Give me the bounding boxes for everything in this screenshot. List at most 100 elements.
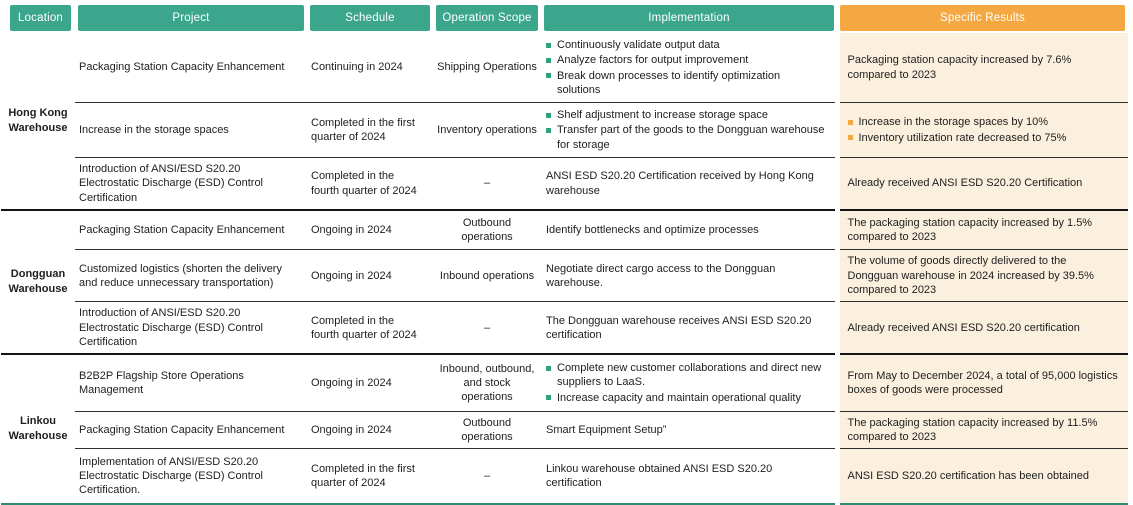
bullet-text: Shelf adjustment to increase storage spa…	[557, 109, 768, 122]
implementation-cell: Smart Equipment Setup”	[541, 410, 837, 449]
project-cell: B2B2P Flagship Store Operations Manageme…	[75, 353, 307, 412]
column-header-schedule: Schedule	[310, 5, 430, 31]
operation-scope-cell: Outbound operations	[433, 208, 541, 250]
implementation-cell: ANSI ESD S20.20 Certification received b…	[541, 157, 837, 210]
operation-scope-cell: –	[433, 301, 541, 355]
cell-text: Linkou warehouse obtained ANSI ESD S20.2…	[546, 462, 773, 490]
implementation-cell: Identify bottlenecks and optimize proces…	[541, 208, 837, 250]
cell-text: Negotiate direct cargo access to the Don…	[546, 262, 776, 289]
specific-results-cell: Increase in the storage spaces by 10% Inv…	[834, 102, 1128, 158]
table-row: Hong Kong Warehouse Packaging Station Cap…	[1, 33, 1128, 134]
specific-results-cell: Packaging station capacity increased by …	[834, 33, 1128, 103]
bullet-square-icon	[546, 112, 551, 118]
operation-scope-cell: Inbound, outbound, and stock operations	[433, 353, 541, 412]
specific-results-cell: The packaging station capacity increased…	[834, 208, 1128, 250]
bullet-square-icon	[546, 365, 551, 371]
bullet-text: Inventory utilization rate decreased to …	[858, 131, 1067, 144]
bullet-square-icon	[546, 57, 551, 63]
implementation-cell: Complete new customer collaborations and…	[541, 353, 837, 412]
project-cell: Implementation of ANSI/ESD S20.20 Electr…	[75, 448, 307, 504]
location-cell: Hong Kong Warehouse	[8, 107, 68, 134]
schedule-cell: Ongoing in 2024	[307, 249, 433, 302]
bullet-item: Analyze factors for output improvement	[546, 53, 827, 67]
cell-text: Identify bottlenecks and optimize proces…	[546, 224, 759, 237]
bullet-item: Break down processes to identify optimiz…	[546, 69, 827, 98]
project-cell: Packaging Station Capacity Enhancement	[79, 61, 285, 74]
bullet-text: Transfer part of the goods to the Donggu…	[557, 124, 825, 151]
bullet-square-icon	[546, 73, 551, 79]
bullet-item: Inventory utilization rate decreased to …	[847, 131, 1119, 145]
location-cell: Dongguan Warehouse	[1, 208, 75, 355]
warehouse-operations-table: Location Project Schedule Operation Scop…	[1, 5, 1128, 505]
column-header-location: Location	[10, 5, 71, 31]
table-row: Implementation of ANSI/ESD S20.20 Electr…	[1, 448, 1128, 504]
project-cell: Customized logistics (shorten the delive…	[75, 249, 307, 302]
table-row: Customized logistics (shorten the delive…	[1, 249, 1128, 302]
bullet-item: Continuously validate output data	[546, 38, 827, 52]
schedule-cell: Completed in the fourth quarter of 2024	[307, 157, 433, 210]
bullet-item: Transfer part of the goods to the Donggu…	[546, 123, 827, 152]
schedule-cell: Completed in the first quarter of 2024	[307, 102, 433, 158]
column-header-operation-scope: Operation Scope	[436, 5, 538, 31]
cell-text: From May to December 2024, a total of 95…	[847, 369, 1118, 396]
schedule-cell: Ongoing in 2024	[307, 410, 433, 449]
bullet-item: Increase in the storage spaces by 10%	[847, 115, 1119, 129]
project-cell: Increase in the storage spaces	[75, 102, 307, 158]
implementation-cell: Linkou warehouse obtained ANSI ESD S20.2…	[541, 448, 837, 504]
bullet-text: Increase in the storage spaces by 10%	[858, 116, 1049, 129]
cell-text: The Dongguan warehouse receives ANSI ESD…	[546, 314, 812, 341]
specific-results-cell: Already received ANSI ESD S20.20 certifi…	[834, 301, 1128, 355]
bullet-square-icon	[847, 135, 853, 141]
bullet-square-icon	[847, 119, 853, 125]
operation-scope-cell: Outbound operations	[433, 410, 541, 449]
specific-results-cell: The volume of goods directly delivered t…	[834, 249, 1128, 302]
schedule-cell: Continuing in 2024	[311, 61, 403, 74]
specific-results-cell: From May to December 2024, a total of 95…	[834, 353, 1128, 412]
operation-scope-cell: Inbound operations	[433, 249, 541, 302]
project-cell: Packaging Station Capacity Enhancement	[75, 410, 307, 449]
implementation-cell: Negotiate direct cargo access to the Don…	[541, 249, 837, 302]
header-row: Location Project Schedule Operation Scop…	[1, 5, 1128, 33]
bullet-text: Complete new customer collaborations and…	[557, 362, 822, 389]
cell-text: ANSI ESD S20.20 Certification received b…	[546, 170, 814, 197]
bullet-text: Analyze factors for output improvement	[557, 54, 749, 67]
table-row: Dongguan Warehouse Packaging Station Capa…	[1, 208, 1128, 355]
cell-text: The volume of goods directly delivered t…	[847, 255, 1094, 297]
project-cell: Introduction of ANSI/ESD S20.20 Electros…	[75, 301, 307, 355]
table-row: Linkou Warehouse B2B2P Flagship Store Ope…	[1, 353, 1128, 504]
table-row: Introduction of ANSI/ESD S20.20 Electros…	[1, 301, 1128, 355]
schedule-cell: Completed in the fourth quarter of 2024	[307, 301, 433, 355]
bullet-item: Increase capacity and maintain operation…	[546, 391, 827, 405]
operation-scope-cell: Inventory operations	[433, 102, 541, 158]
table-row: Increase in the storage spaces Completed …	[1, 102, 1128, 158]
schedule-cell: Ongoing in 2024	[307, 353, 433, 412]
column-header-specific-results: Specific Results	[840, 5, 1125, 31]
operation-scope-cell: –	[433, 157, 541, 210]
specific-results-cell: Already received ANSI ESD S20.20 Certifi…	[834, 157, 1128, 210]
operation-scope-cell: Shipping Operations	[437, 61, 537, 74]
table-row: Packaging Station Capacity Enhancement On…	[1, 410, 1128, 449]
location-cell: Linkou Warehouse	[1, 353, 75, 504]
project-cell: Introduction of ANSI/ESD S20.20 Electros…	[75, 157, 307, 210]
column-header-project: Project	[78, 5, 304, 31]
cell-text: The packaging station capacity increased…	[847, 416, 1098, 444]
bullet-item: Shelf adjustment to increase storage spa…	[546, 108, 827, 122]
cell-text: Smart Equipment Setup”	[546, 423, 667, 436]
project-cell: Packaging Station Capacity Enhancement	[75, 208, 307, 250]
bullet-item: Complete new customer collaborations and…	[546, 361, 827, 390]
implementation-cell: Continuously validate output data Analyze…	[541, 33, 837, 103]
implementation-cell: The Dongguan warehouse receives ANSI ESD…	[541, 301, 837, 355]
specific-results-cell: ANSI ESD S20.20 certification has been o…	[834, 448, 1128, 504]
bullet-square-icon	[546, 42, 551, 48]
bullet-text: Break down processes to identify optimiz…	[557, 69, 781, 96]
cell-text: The packaging station capacity increased…	[847, 216, 1093, 244]
schedule-cell: Completed in the first quarter of 2024	[307, 448, 433, 504]
cell-text: Already received ANSI ESD S20.20 Certifi…	[847, 177, 1083, 190]
specific-results-cell: The packaging station capacity increased…	[834, 410, 1128, 449]
bullet-text: Increase capacity and maintain operation…	[557, 391, 801, 404]
table-row: Introduction of ANSI/ESD S20.20 Electros…	[1, 157, 1128, 210]
schedule-cell: Ongoing in 2024	[307, 208, 433, 250]
implementation-cell: Shelf adjustment to increase storage spa…	[541, 102, 837, 158]
cell-text: ANSI ESD S20.20 certification has been o…	[847, 469, 1090, 482]
